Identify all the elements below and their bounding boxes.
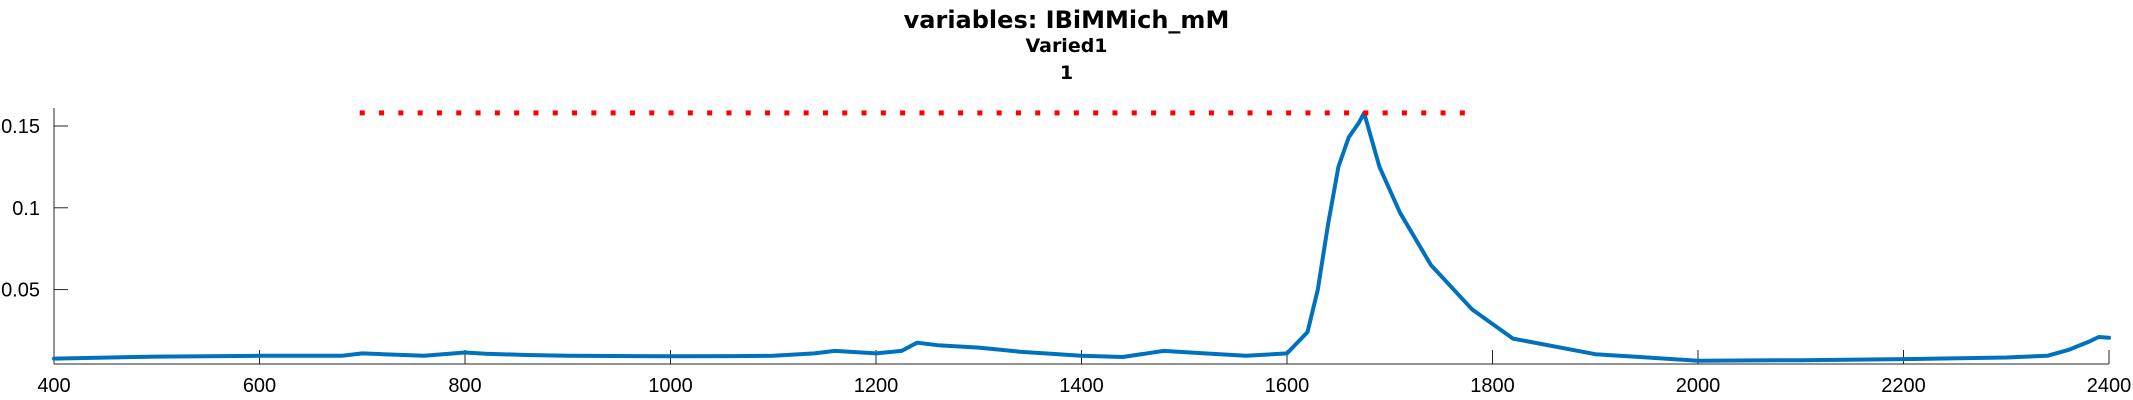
y-tick-label: 0.1 (12, 198, 40, 220)
x-tick-label: 2400 (2087, 375, 2132, 397)
reference-dot (1035, 110, 1041, 116)
y-tick-label: 0.15 (1, 116, 40, 138)
reference-dot (572, 110, 578, 116)
x-tick-label: 2000 (1676, 375, 1721, 397)
reference-dot (668, 110, 674, 116)
x-tick-label: 400 (37, 375, 70, 397)
reference-dot (1305, 110, 1311, 116)
reference-dot (1363, 110, 1369, 116)
chart-subtitle-line-1: Varied1 (1025, 35, 1108, 57)
reference-dot (1189, 110, 1195, 116)
reference-dot (842, 110, 848, 116)
reference-dot (1170, 110, 1176, 116)
reference-dot (745, 110, 751, 116)
reference-dot (1151, 110, 1157, 116)
reference-dot (977, 110, 983, 116)
reference-dot (1093, 110, 1099, 116)
reference-dot (1208, 110, 1214, 116)
x-tick-label: 1000 (648, 375, 693, 397)
reference-dot (1324, 110, 1330, 116)
reference-dot (919, 110, 925, 116)
reference-dot (398, 110, 404, 116)
reference-dot (514, 110, 520, 116)
reference-dot (629, 110, 635, 116)
reference-dot (726, 110, 732, 116)
reference-dot (765, 110, 771, 116)
reference-dot (880, 110, 886, 116)
reference-dot (1344, 110, 1350, 116)
reference-dot (436, 110, 442, 116)
reference-dot (1286, 110, 1292, 116)
x-tick-label: 2200 (1881, 375, 1926, 397)
reference-dot (861, 110, 867, 116)
reference-dot (456, 110, 462, 116)
reference-dot (649, 110, 655, 116)
reference-dot (494, 110, 500, 116)
reference-dot (958, 110, 964, 116)
x-tick-label: 800 (448, 375, 481, 397)
x-tick-label: 1800 (1470, 375, 1515, 397)
reference-dot (900, 110, 906, 116)
reference-dot (938, 110, 944, 116)
reference-dot (1112, 110, 1118, 116)
reference-dot (552, 110, 558, 116)
reference-dot (533, 110, 539, 116)
axes: 400 600 800 1000 1200 1400 1600 1800 2000 2200 240… (1, 108, 2131, 397)
reference-dot (822, 110, 828, 116)
series-group (52, 110, 2111, 363)
y-tick-label: 0.05 (1, 280, 40, 302)
reference-dot (1015, 110, 1021, 116)
reference-dot (707, 110, 713, 116)
reference-dot (996, 110, 1002, 116)
reference-dot (359, 110, 365, 116)
reference-dot (417, 110, 423, 116)
reference-dot (1131, 110, 1137, 116)
reference-dot (1228, 110, 1234, 116)
reference-dot (1382, 110, 1388, 116)
reference-dot (1247, 110, 1253, 116)
x-tick-label: 600 (243, 375, 276, 397)
reference-dot (687, 110, 693, 116)
x-tick-label: 1600 (1265, 375, 1310, 397)
x-tick-label: 1400 (1059, 375, 1104, 397)
reference-dot (379, 110, 385, 116)
reference-dot (1266, 110, 1272, 116)
reference-dot (475, 110, 481, 116)
reference-dot (784, 110, 790, 116)
reference-dot (1054, 110, 1060, 116)
chart-subtitle-line-2: 1 (1059, 62, 1074, 84)
chart-title: variables: IBiMMich_mM (903, 6, 1230, 34)
reference-dot (803, 110, 809, 116)
series-line-0 (52, 110, 2111, 363)
reference-dot (1401, 110, 1407, 116)
x-tick-label: 1200 (854, 375, 899, 397)
reference-dot (1421, 110, 1427, 116)
reference-dot (1440, 110, 1446, 116)
reference-dot (591, 110, 597, 116)
reference-dot (1459, 110, 1465, 116)
reference-dot (610, 110, 616, 116)
reference-dot (1073, 110, 1079, 116)
